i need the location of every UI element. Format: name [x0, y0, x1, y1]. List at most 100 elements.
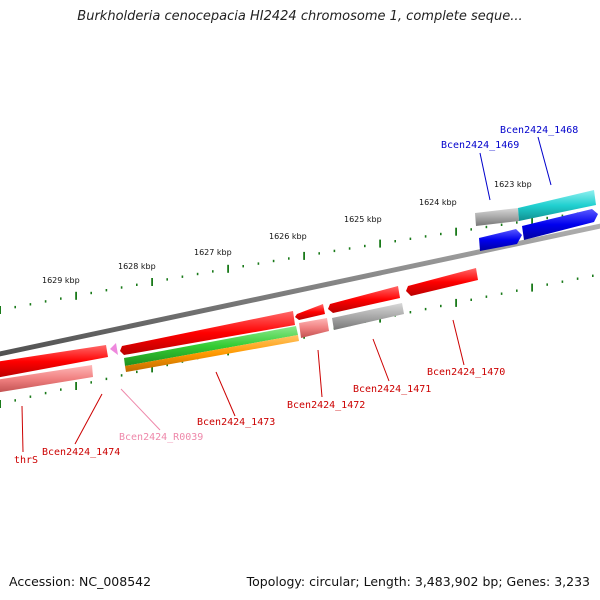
lower-ring-tick: [561, 280, 564, 283]
lower-ring-tick: [531, 283, 533, 292]
lower-ring-tick: [90, 381, 92, 384]
upper-ring-tick: [485, 225, 488, 229]
upper-ring-tick: [105, 289, 108, 292]
lower-ring-tick: [44, 391, 47, 395]
gene-label-bcen2424-1469[interactable]: Bcen2424_1469: [441, 140, 519, 151]
lower-ring-tick: [151, 364, 153, 373]
feature-bcen2424-1470[interactable]: [406, 268, 478, 296]
leader-bcen2424-1474: [74, 393, 103, 445]
feature-bcen2424-r0039[interactable]: [110, 343, 118, 355]
leader-bcen2424-1473: [215, 371, 236, 417]
feature-bcen2424-1471-gray[interactable]: [332, 303, 404, 330]
lower-ring-tick: [105, 377, 108, 381]
gene-label-bcen2424-1474[interactable]: Bcen2424_1474: [42, 447, 120, 458]
lower-ring-tick: [136, 370, 138, 374]
feature-bcen2424-1468-blue[interactable]: [522, 209, 598, 240]
feature-bcen2424-1472-pink[interactable]: [299, 318, 329, 338]
scale-label-1629: 1629 kbp: [42, 276, 80, 285]
scale-label-1627: 1627 kbp: [194, 248, 232, 257]
upper-ring-tick: [136, 283, 138, 286]
leader-bcen2424-1472: [317, 349, 323, 398]
gene-label-bcen2424-1473[interactable]: Bcen2424_1473: [197, 417, 275, 428]
feature-bcen2424-1469-gray[interactable]: [475, 208, 519, 226]
upper-ring-tick: [14, 305, 16, 309]
lower-ring-tick: [0, 400, 1, 408]
leader-bcen2424-1470: [452, 319, 465, 366]
lower-ring-tick: [29, 395, 32, 398]
lower-ring-tick: [576, 277, 579, 280]
feature-bcen2424-1473-green[interactable]: [124, 326, 298, 366]
gene-label-bcen2424-1470[interactable]: Bcen2424_1470: [427, 367, 505, 378]
upper-ring-tick: [561, 214, 564, 217]
gene-label-bcen2424-r0039[interactable]: Bcen2424_R0039: [119, 432, 203, 443]
gene-label-bcen2424-1471[interactable]: Bcen2424_1471: [353, 384, 431, 395]
lower-ring-tick: [120, 374, 123, 377]
lower-ring-tick: [455, 298, 457, 307]
feature-bcen2424-1472[interactable]: [295, 304, 325, 320]
scale-label-1624: 1624 kbp: [419, 198, 457, 207]
lower-ring-tick: [516, 289, 518, 292]
feature-bcen2424-1473-orange[interactable]: [125, 335, 299, 372]
lower-ring-tick: [60, 388, 62, 391]
upper-ring-tick: [516, 221, 518, 224]
chromosome-backbone: [0, 223, 600, 357]
lower-ring-tick: [592, 274, 594, 277]
lower-ring-tick: [424, 307, 427, 311]
scale-label-1628: 1628 kbp: [118, 262, 156, 271]
upper-ring-tick: [75, 291, 77, 300]
upper-ring-tick: [166, 278, 168, 281]
lower-ring-tick: [546, 283, 548, 286]
topology-summary: Topology: circular; Length: 3,483,902 bp…: [246, 574, 590, 589]
upper-ring-tick: [394, 240, 396, 243]
lower-ring-tick: [485, 295, 488, 298]
upper-ring-tick: [303, 251, 305, 260]
map-title: Burkholderia cenocepacia HI2424 chromoso…: [77, 9, 523, 24]
upper-ring-tick: [242, 265, 244, 268]
upper-ring-tick: [531, 216, 533, 225]
upper-ring-tick: [29, 303, 32, 306]
upper-ring-tick: [212, 270, 214, 273]
leader-bcen2424-1471: [372, 338, 390, 382]
lower-ring-tick: [409, 311, 412, 314]
lower-ring-tick: [166, 363, 168, 367]
upper-ring-tick: [470, 228, 472, 231]
lower-ring-tick: [14, 399, 16, 402]
upper-ring-tick: [348, 247, 351, 250]
leader-bcen2424-r0039: [120, 388, 161, 431]
leader-bcen2424-1469: [479, 152, 491, 201]
upper-ring-tick: [546, 216, 548, 220]
gene-label-thrs[interactable]: thrS: [14, 455, 38, 466]
upper-ring-tick: [364, 244, 366, 248]
leader-bcen2424-1468: [537, 136, 552, 186]
upper-ring-tick: [257, 262, 260, 265]
scale-label-1625: 1625 kbp: [344, 215, 382, 224]
gene-label-bcen2424-1472[interactable]: Bcen2424_1472: [287, 400, 365, 411]
upper-ring-tick: [196, 272, 199, 276]
upper-ring-tick: [120, 286, 123, 289]
upper-ring-tick: [151, 278, 153, 286]
upper-ring-tick: [90, 291, 92, 295]
upper-ring-tick: [227, 264, 229, 273]
feature-bcen2424-1471[interactable]: [328, 286, 400, 313]
upper-ring-tick: [44, 300, 47, 303]
upper-ring-tick: [424, 235, 427, 238]
lower-ring-tick: [75, 382, 77, 390]
upper-scale-ring: [0, 210, 594, 314]
upper-ring-tick: [288, 257, 290, 260]
feature-bcen2424-1469-blue[interactable]: [479, 229, 522, 251]
feature-bcen2424-1468-cyan[interactable]: [518, 190, 596, 221]
upper-ring-tick: [181, 275, 184, 278]
upper-ring-tick: [440, 232, 442, 236]
upper-ring-tick: [318, 252, 320, 255]
upper-ring-tick: [379, 239, 381, 248]
upper-ring-tick: [409, 237, 412, 240]
scale-label-1623: 1623 kbp: [494, 180, 532, 189]
feature-bcen2424-1474[interactable]: [0, 345, 108, 378]
leader-thrs: [21, 405, 24, 453]
feature-bcen2424-1474-pink[interactable]: [0, 365, 93, 393]
feature-bcen2424-1473[interactable]: [120, 311, 295, 355]
upper-ring-tick: [455, 227, 457, 236]
upper-ring-tick: [60, 297, 62, 300]
gene-label-bcen2424-1468[interactable]: Bcen2424_1468: [500, 125, 578, 136]
